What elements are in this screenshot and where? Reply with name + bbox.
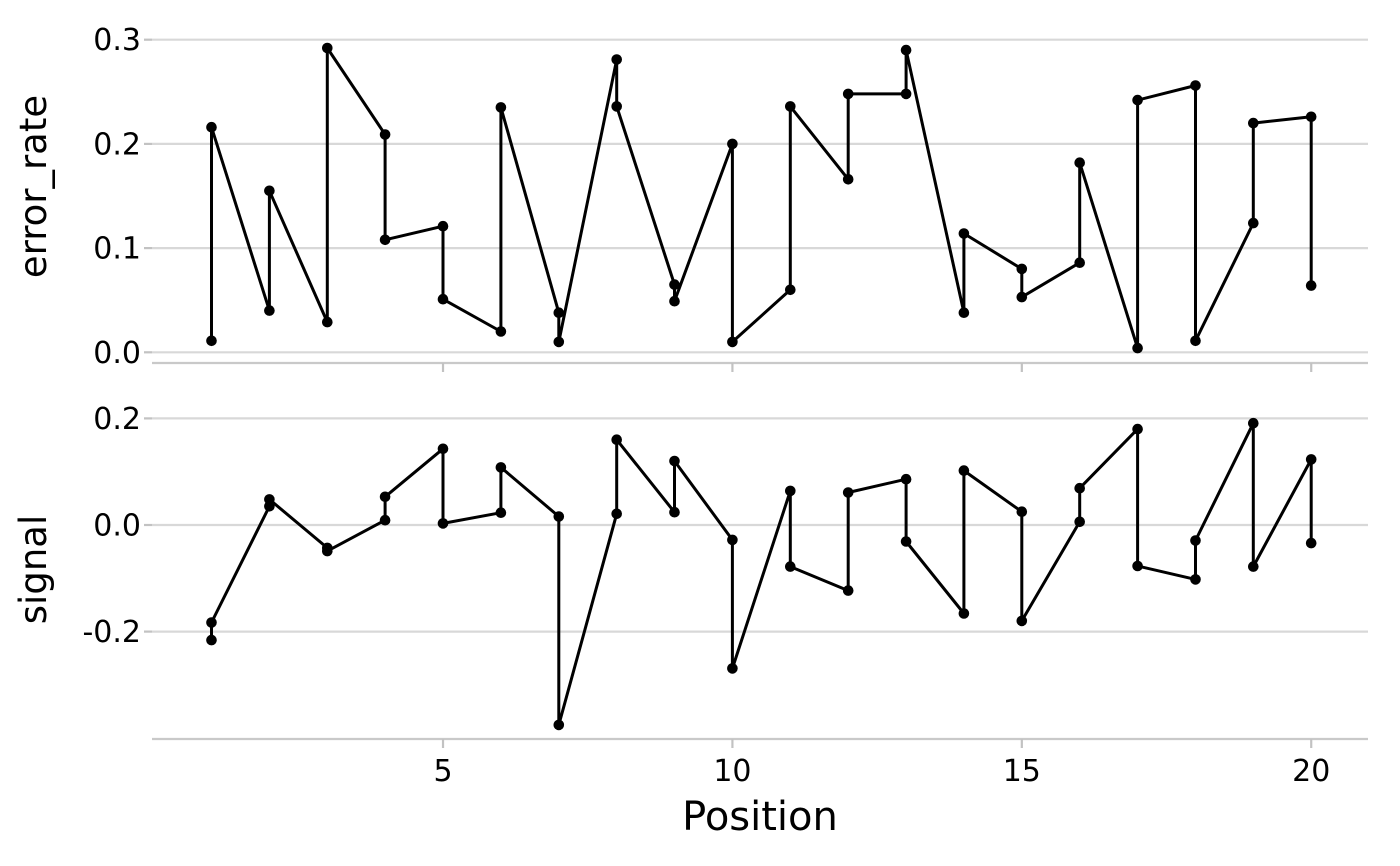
data-point: [727, 534, 738, 546]
data-point: [1132, 560, 1143, 572]
data-point: [1190, 574, 1201, 585]
data-point: [669, 279, 680, 290]
data-point: [842, 88, 854, 100]
x-tick-label: 5: [433, 754, 452, 789]
data-point: [1305, 280, 1317, 291]
data-point: [1074, 482, 1085, 494]
series-line-signal: [210, 421, 1313, 727]
data-point: [1248, 217, 1259, 229]
y-tick-label: 0.2: [93, 127, 141, 162]
data-point: [1190, 535, 1201, 546]
x-tick-label: 10: [713, 754, 751, 789]
data-point: [611, 434, 622, 446]
data-point: [322, 316, 333, 328]
data-point: [669, 455, 680, 467]
data-point: [437, 443, 449, 455]
data-point: [1016, 615, 1028, 627]
data-point: [785, 485, 796, 497]
data-point: [900, 473, 912, 485]
data-point: [669, 295, 680, 307]
x-axis-title: Position: [682, 794, 838, 840]
data-point: [958, 465, 970, 476]
y-tick-label: 0.0: [93, 336, 141, 371]
y-axis-title-signal: signal: [12, 515, 55, 624]
facet-error_rate: 0.3 0.2 0.1 0.0 error_rate: [12, 23, 1368, 372]
y-tick-label: -0.2: [82, 615, 141, 650]
series-line-error_rate: [210, 46, 1313, 350]
data-point: [1305, 454, 1317, 465]
y-axis-title-error_rate: error_rate: [12, 95, 55, 278]
data-point: [1248, 417, 1259, 429]
data-point: [495, 326, 507, 337]
data-point: [379, 491, 391, 503]
data-point: [206, 335, 217, 347]
data-point: [1132, 342, 1143, 354]
data-point: [785, 561, 796, 572]
data-point: [322, 545, 333, 557]
data-point: [1016, 263, 1028, 275]
data-point: [264, 494, 275, 505]
data-point: [553, 336, 565, 348]
data-point: [379, 514, 391, 526]
data-point: [842, 585, 854, 596]
data-point: [379, 129, 391, 140]
data-point: [727, 663, 738, 674]
data-point: [206, 121, 217, 133]
x-tick-label: 15: [1003, 754, 1041, 789]
data-point: [1132, 94, 1143, 106]
data-point: [900, 44, 912, 56]
data-point: [785, 284, 796, 296]
data-point: [206, 634, 217, 646]
data-point: [206, 617, 217, 628]
data-point: [379, 234, 391, 246]
data-point: [437, 220, 449, 232]
data-point: [1016, 506, 1028, 517]
data-point: [1305, 537, 1317, 549]
data-point: [322, 42, 333, 54]
data-point: [669, 506, 680, 518]
y-tick-label: 0.3: [93, 23, 141, 58]
data-point: [495, 507, 507, 518]
data-point: [553, 719, 565, 731]
data-point: [1248, 117, 1259, 129]
data-point: [1074, 257, 1085, 269]
x-tick-label: 20: [1292, 754, 1330, 789]
data-point: [958, 307, 970, 319]
data-point: [611, 508, 622, 520]
y-tick-label: 0.1: [93, 232, 141, 267]
data-point: [727, 336, 738, 348]
data-point: [264, 305, 275, 316]
data-point: [264, 185, 275, 197]
data-point: [900, 88, 912, 100]
data-point: [1016, 291, 1028, 303]
data-point: [1074, 157, 1085, 168]
data-point: [495, 102, 507, 113]
data-point: [958, 228, 970, 239]
y-tick-label: 0.0: [93, 509, 141, 544]
data-point: [900, 536, 912, 547]
data-point: [842, 174, 854, 185]
data-point: [1305, 111, 1317, 123]
data-point: [553, 307, 565, 319]
data-point: [553, 511, 565, 522]
data-point: [1248, 561, 1259, 572]
data-point: [437, 293, 449, 305]
data-point: [1190, 80, 1201, 91]
data-point: [495, 462, 507, 473]
data-point: [1074, 516, 1085, 528]
data-point: [958, 608, 970, 619]
data-point: [785, 101, 796, 112]
facet-signal: 0.2 0.0 -0.2 signal: [12, 402, 1368, 748]
data-point: [1190, 335, 1201, 347]
y-tick-label: 0.2: [93, 402, 141, 437]
data-point: [1132, 423, 1143, 435]
data-point: [611, 54, 622, 65]
data-point: [727, 138, 738, 150]
data-point: [611, 101, 622, 112]
data-point: [437, 518, 449, 529]
data-point: [842, 487, 854, 498]
